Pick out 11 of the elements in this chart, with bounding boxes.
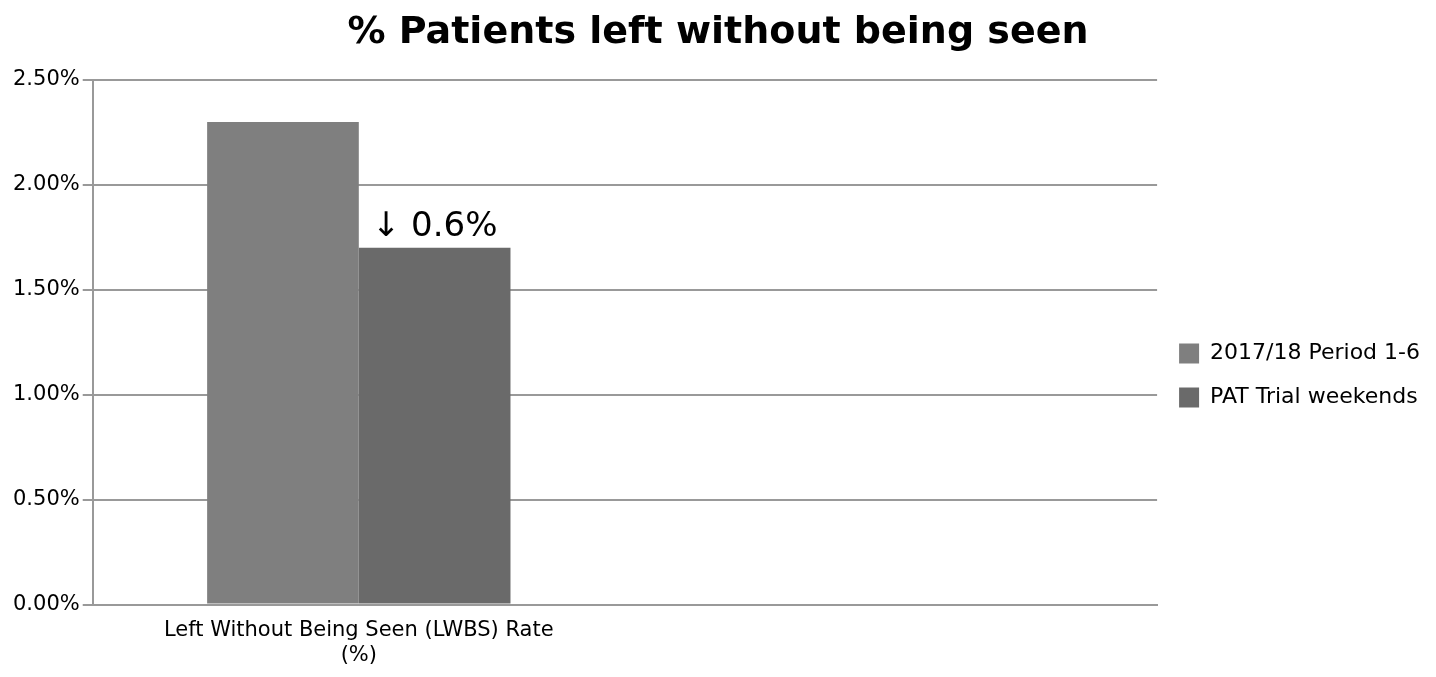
y-tick-label: 0.50% [12, 486, 80, 511]
y-tick-label: 1.00% [12, 381, 80, 406]
x-tick-label: Left Without Being Seen (LWBS) Rate (%) [163, 616, 554, 666]
y-tick-label: 0.00% [12, 591, 80, 616]
y-tick-label: 1.50% [12, 276, 80, 301]
chart-title: % Patients left without being seen [346, 8, 1090, 54]
legend-label: 2017/18 Period 1-6 [1210, 339, 1421, 365]
y-tick-label: 2.50% [12, 66, 80, 91]
annotation: ↓ 0.6% [371, 203, 498, 244]
legend-label: PAT Trial weekends [1210, 383, 1418, 409]
y-tick-label: 2.00% [12, 171, 80, 196]
